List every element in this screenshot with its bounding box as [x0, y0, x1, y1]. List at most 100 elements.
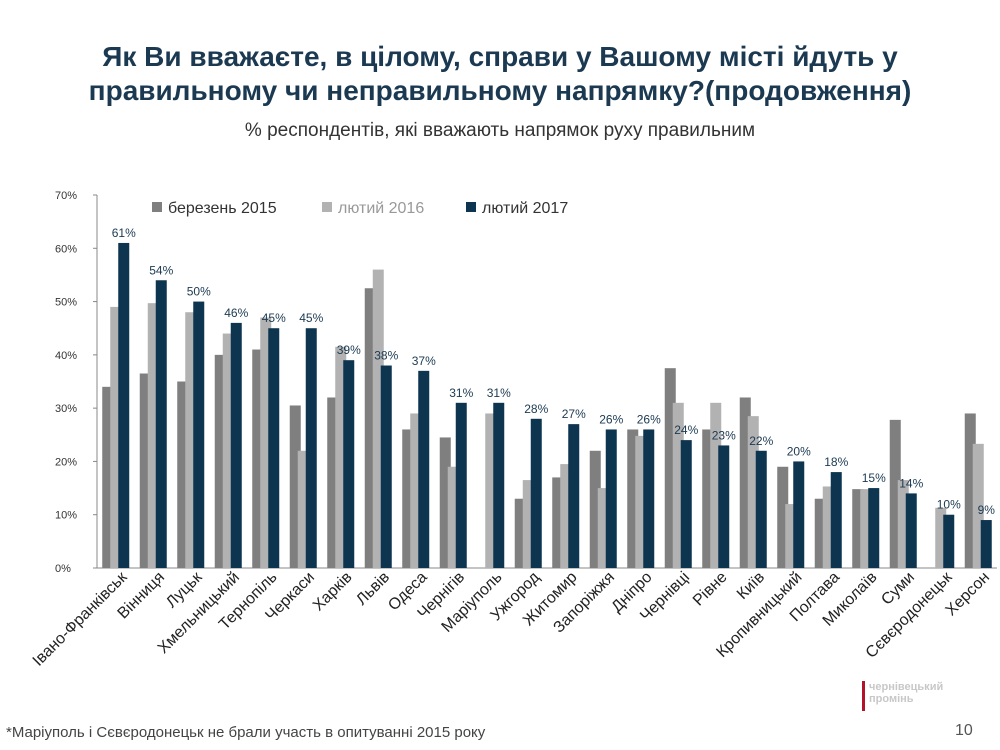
- bar: [139, 373, 151, 568]
- bar: [597, 488, 609, 568]
- bar: [118, 242, 130, 568]
- y-tick-label: 60%: [55, 243, 77, 255]
- bar: [868, 488, 880, 568]
- bar: [110, 306, 122, 568]
- bar: [493, 402, 505, 568]
- x-tick-label: Івано-Франківськ: [30, 568, 132, 670]
- chart-subtitle: % респондентів, які вважають напрямок ру…: [244, 120, 756, 141]
- bar: [972, 443, 984, 568]
- bar: [935, 507, 947, 568]
- bar: [177, 381, 189, 568]
- bar: [297, 450, 309, 568]
- legend-label: лютий 2016: [338, 200, 424, 217]
- bar: [514, 498, 526, 568]
- bar: [680, 440, 692, 568]
- bar: [260, 317, 272, 568]
- bar: [860, 489, 872, 568]
- bar: [889, 419, 901, 568]
- bar: [830, 472, 842, 568]
- data-label: 22%: [749, 434, 773, 448]
- bar: [702, 429, 714, 568]
- data-label: 31%: [487, 386, 511, 400]
- bar: [402, 429, 414, 568]
- bar: [793, 461, 805, 568]
- y-tick-label: 30%: [55, 403, 77, 415]
- bar: [214, 354, 226, 568]
- bar: [777, 466, 789, 568]
- legend-label: березень 2015: [168, 200, 277, 217]
- data-label: 24%: [674, 423, 698, 437]
- bar: [718, 445, 730, 568]
- bar: [230, 322, 242, 568]
- data-label: 28%: [524, 402, 548, 416]
- bar: [327, 397, 339, 568]
- page-number: 10: [955, 722, 973, 739]
- y-tick-label: 50%: [55, 297, 77, 309]
- data-label: 26%: [637, 412, 661, 426]
- bar: [485, 413, 497, 568]
- footnote: *Маріуполь і Сєвєродонецьк не брали учас…: [6, 724, 486, 741]
- bar: [822, 486, 834, 568]
- bar: [568, 424, 580, 568]
- slide-title-line-2: правильному чи неправильному напрямку?(п…: [88, 75, 912, 106]
- bar: [552, 477, 564, 568]
- x-tick-label: Рівне: [690, 569, 731, 610]
- legend-swatch: [466, 202, 476, 212]
- data-label: 10%: [937, 498, 961, 512]
- bar: [635, 435, 647, 568]
- bar: [605, 429, 617, 568]
- bar: [943, 514, 955, 568]
- data-label: 26%: [599, 412, 623, 426]
- bar: [852, 489, 864, 568]
- x-tick-label: Харків: [310, 569, 356, 615]
- bar: [530, 418, 542, 568]
- bar: [522, 480, 534, 568]
- bar: [964, 413, 976, 568]
- bar: [672, 402, 684, 568]
- bar: [710, 402, 722, 568]
- bar: [747, 416, 759, 568]
- data-label: 14%: [899, 476, 923, 490]
- bar: [560, 464, 572, 568]
- slide-title: Як Ви вважаєте, в цілому, справи у Вашом…: [60, 40, 940, 108]
- bar: [755, 450, 767, 568]
- bar: [372, 269, 384, 568]
- bar: [980, 520, 992, 568]
- y-tick-label: 0%: [55, 563, 71, 575]
- data-label: 37%: [412, 354, 436, 368]
- y-tick-label: 20%: [55, 456, 77, 468]
- data-label: 46%: [224, 306, 248, 320]
- bar: [268, 328, 280, 568]
- y-tick-label: 70%: [55, 190, 77, 202]
- data-label: 20%: [787, 444, 811, 458]
- x-tick-label: Київ: [734, 569, 768, 603]
- bar: [664, 368, 676, 568]
- bar: [589, 450, 601, 568]
- bar: [410, 413, 422, 568]
- data-label: 27%: [562, 407, 586, 421]
- bar: [627, 429, 639, 568]
- bar: [905, 493, 917, 568]
- data-label: 18%: [824, 455, 848, 469]
- legend-swatch: [322, 202, 332, 212]
- data-label: 9%: [978, 503, 996, 517]
- bar: [739, 397, 751, 568]
- publisher-logo: чернівецький промінь: [862, 681, 979, 711]
- bar: [455, 402, 467, 568]
- data-label: 31%: [449, 386, 473, 400]
- bar: [814, 498, 826, 568]
- bar: [364, 288, 376, 568]
- bar: [380, 365, 392, 568]
- data-label: 39%: [337, 343, 361, 357]
- bar: [185, 312, 197, 568]
- bar: [147, 303, 159, 568]
- data-label: 38%: [374, 349, 398, 363]
- data-label: 61%: [112, 226, 136, 240]
- data-label: 23%: [712, 428, 736, 442]
- bar: [418, 370, 430, 568]
- logo-line-1: чернівецький: [869, 681, 944, 693]
- logo-line-2: промінь: [869, 693, 914, 705]
- bar: [305, 328, 317, 568]
- data-label: 15%: [862, 471, 886, 485]
